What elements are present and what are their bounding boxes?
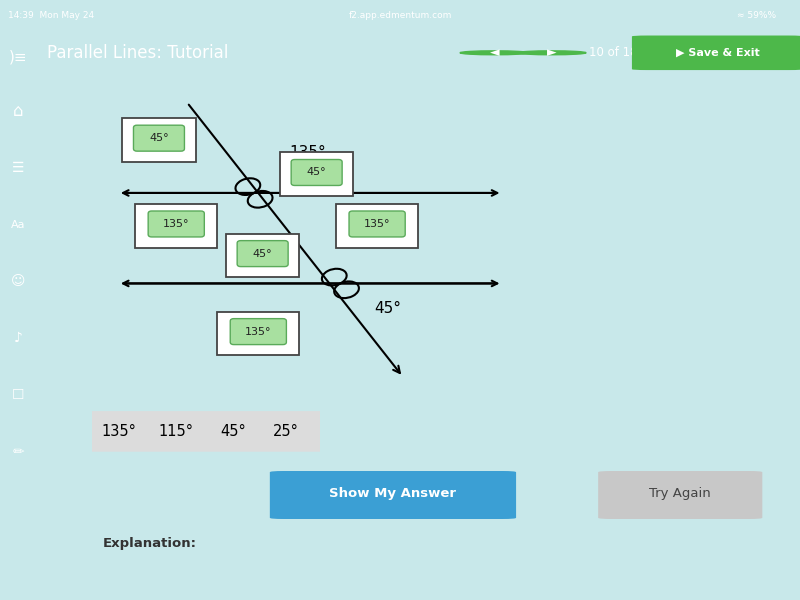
Text: ✏: ✏ bbox=[12, 445, 24, 459]
Text: Aa: Aa bbox=[10, 220, 26, 230]
Text: Parallel Lines: Tutorial: Parallel Lines: Tutorial bbox=[47, 44, 229, 62]
FancyBboxPatch shape bbox=[291, 160, 342, 185]
Text: ☺: ☺ bbox=[10, 274, 26, 289]
Text: ►: ► bbox=[547, 46, 557, 59]
Text: Try Again: Try Again bbox=[650, 487, 711, 500]
FancyBboxPatch shape bbox=[230, 319, 286, 344]
FancyBboxPatch shape bbox=[598, 471, 762, 519]
Circle shape bbox=[460, 51, 529, 55]
Text: 14:39  Mon May 24: 14:39 Mon May 24 bbox=[8, 11, 94, 20]
Bar bbox=[280, 152, 354, 196]
Text: f2.app.edmentum.com: f2.app.edmentum.com bbox=[348, 11, 452, 20]
Text: 45°: 45° bbox=[221, 424, 246, 439]
Text: 45°: 45° bbox=[374, 301, 402, 316]
FancyBboxPatch shape bbox=[89, 411, 323, 452]
FancyBboxPatch shape bbox=[134, 125, 185, 151]
FancyBboxPatch shape bbox=[632, 35, 800, 70]
FancyBboxPatch shape bbox=[270, 471, 516, 519]
FancyBboxPatch shape bbox=[237, 241, 288, 266]
Text: 135°: 135° bbox=[364, 219, 390, 229]
Text: 135°: 135° bbox=[102, 424, 137, 439]
Text: 10 of 18: 10 of 18 bbox=[589, 46, 637, 59]
FancyBboxPatch shape bbox=[349, 211, 405, 237]
Text: ♪: ♪ bbox=[14, 331, 22, 346]
Text: ⌂: ⌂ bbox=[13, 102, 23, 120]
Text: 135°: 135° bbox=[290, 145, 326, 160]
Text: 115°: 115° bbox=[159, 424, 194, 439]
Text: 25°: 25° bbox=[273, 424, 298, 439]
Bar bbox=[218, 311, 299, 355]
Bar bbox=[135, 204, 218, 248]
Bar bbox=[226, 233, 299, 277]
Circle shape bbox=[518, 51, 586, 55]
Text: )≡: )≡ bbox=[9, 49, 27, 64]
Text: Show My Answer: Show My Answer bbox=[330, 487, 457, 500]
Text: Explanation:: Explanation: bbox=[102, 537, 196, 550]
Text: 45°: 45° bbox=[253, 248, 273, 259]
Text: ☐: ☐ bbox=[12, 388, 24, 402]
Text: ◄: ◄ bbox=[490, 46, 499, 59]
Bar bbox=[336, 204, 418, 248]
Bar bbox=[122, 118, 196, 162]
Text: ▶ Save & Exit: ▶ Save & Exit bbox=[676, 48, 760, 58]
Text: ≈ 59%%: ≈ 59%% bbox=[737, 11, 776, 20]
FancyBboxPatch shape bbox=[148, 211, 204, 237]
Text: 135°: 135° bbox=[163, 219, 190, 229]
Text: 45°: 45° bbox=[307, 167, 326, 178]
Text: 135°: 135° bbox=[245, 326, 271, 337]
Text: 45°: 45° bbox=[149, 133, 169, 143]
Text: ☰: ☰ bbox=[12, 161, 24, 175]
